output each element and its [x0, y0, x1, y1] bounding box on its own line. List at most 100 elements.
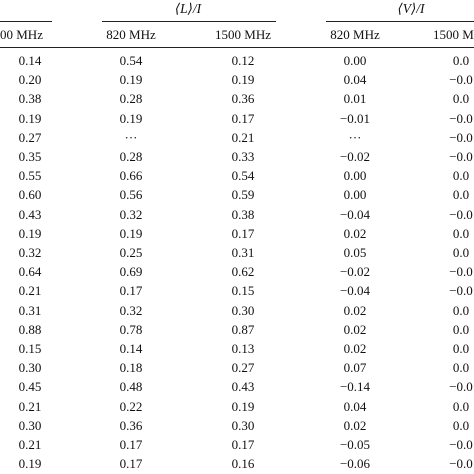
table-cell: 0.87 [231, 321, 255, 337]
table-cell: −0.14 [339, 379, 371, 395]
table-cell: ··· [124, 129, 138, 145]
group-header-linear-polarization: ⟨L⟩/I [174, 1, 202, 16]
table-cell: 0.02 [343, 321, 367, 337]
table-cell: 0.32 [18, 245, 42, 260]
table-cell: 0.02 [343, 417, 367, 433]
table-cell: 0.28 [119, 149, 143, 164]
table-cell: 0.02 [343, 302, 367, 318]
table-cell: 0.56 [119, 187, 143, 203]
table-cell: −0.0 [449, 149, 473, 164]
table-cell: 0.21 [18, 437, 42, 452]
table-cell: 0.0 [452, 321, 470, 337]
table-cell: −0.02 [339, 149, 371, 164]
column-header-v-1500: 1500 M [433, 27, 474, 42]
table-cell: 0.17 [119, 283, 143, 299]
table-cell: 0.14 [119, 341, 143, 356]
table-cell: 0.0 [452, 398, 470, 414]
table-cell: 0.05 [343, 245, 367, 260]
rule-circular-group [326, 21, 474, 22]
table-cell: −0.04 [339, 206, 371, 222]
table-cell: 0.0 [452, 245, 470, 260]
table-cell: −0.04 [339, 283, 371, 299]
table-cell: 0.0 [452, 91, 470, 107]
table-cell: 0.00 [343, 187, 367, 203]
table-cell: 0.02 [343, 225, 367, 241]
table-cell: 0.25 [119, 245, 143, 260]
table-cell: 0.0 [452, 341, 470, 356]
table-cell: 0.21 [231, 129, 255, 145]
table-cell: 0.17 [119, 437, 143, 452]
table-cell: 0.19 [18, 225, 42, 241]
rule-first-column [0, 21, 52, 22]
table-cell: −0.0 [449, 283, 473, 299]
table-cell: 0.16 [231, 456, 255, 472]
table-cell: 0.0 [452, 187, 470, 203]
table-cell: 0.55 [18, 168, 42, 184]
table-cell: 0.17 [231, 437, 255, 452]
table-cell: 0.45 [18, 379, 42, 395]
table-cell: 0.0 [452, 360, 470, 376]
table-cell: 0.19 [119, 72, 143, 88]
table-cell: 0.0 [452, 302, 470, 318]
table-cell: 0.15 [231, 283, 255, 299]
table-cell: 0.02 [343, 341, 367, 356]
table-cell: 0.00 [343, 168, 367, 184]
table-cell: 0.21 [18, 283, 42, 299]
table-cell: 0.07 [343, 360, 367, 376]
table-cell: −0.0 [449, 379, 473, 395]
table-cell: ··· [348, 129, 362, 145]
table-cell: −0.05 [339, 437, 371, 452]
table-cell: 0.43 [18, 206, 42, 222]
column-header-l-820: 820 MHz [106, 27, 156, 42]
table-cell: 0.33 [231, 149, 255, 164]
table-cell: 0.19 [18, 456, 42, 472]
table-cell: 0.12 [231, 53, 255, 68]
table-cell: −0.0 [449, 206, 473, 222]
table-cell: −0.0 [449, 437, 473, 452]
table-cell: 0.0 [452, 225, 470, 241]
table-cell: 0.31 [231, 245, 255, 260]
table-cell: 0.48 [119, 379, 143, 395]
table-cell: −0.0 [449, 110, 473, 126]
table-cell: 0.00 [343, 53, 367, 68]
rule-linear-group [102, 21, 276, 22]
table-cell: 0.38 [231, 206, 255, 222]
table-cell: 0.69 [119, 264, 143, 280]
table-cell: 0.18 [119, 360, 143, 376]
table-cell: 0.27 [18, 129, 42, 145]
table-cell: 0.64 [18, 264, 42, 280]
table-cell: 0.04 [343, 398, 367, 414]
table-cell: 0.30 [18, 417, 42, 433]
table-cell: −0.0 [449, 72, 473, 88]
table-cell: 0.30 [231, 417, 255, 433]
column-header-l-1500: 1500 MHz [215, 27, 271, 42]
table-cell: 0.43 [231, 379, 255, 395]
table-cell: 0.32 [119, 302, 143, 318]
table-cell: 0.32 [119, 206, 143, 222]
table-cell: 0.31 [18, 302, 42, 318]
table-cell: 0.66 [119, 168, 143, 184]
table-cell: 0.22 [119, 398, 143, 414]
table-cell: 0.0 [452, 417, 470, 433]
column-header-v-820: 820 MHz [330, 27, 380, 42]
table-cell: 0.19 [119, 225, 143, 241]
table-cell: 0.19 [231, 72, 255, 88]
table-cell: 0.04 [343, 72, 367, 88]
table-cell: 0.13 [231, 341, 255, 356]
table-cell: 0.54 [231, 168, 255, 184]
table-cell: −0.02 [339, 264, 371, 280]
table-cell: 0.0 [452, 53, 470, 68]
table-cell: 0.19 [231, 398, 255, 414]
table-cell: 0.35 [18, 149, 42, 164]
table-cell: 0.14 [18, 53, 42, 68]
table-cell: 0.30 [231, 302, 255, 318]
column-header-first: 00 MHz [0, 27, 43, 42]
table-cell: 0.01 [343, 91, 367, 107]
table-cell: −0.01 [339, 110, 371, 126]
table-cell: 0.20 [18, 72, 42, 88]
table-cell: 0.19 [119, 110, 143, 126]
table-cell: 0.21 [18, 398, 42, 414]
table-cell: −0.0 [449, 264, 473, 280]
group-header-circular-polarization: ⟨V⟩/I [397, 1, 425, 16]
